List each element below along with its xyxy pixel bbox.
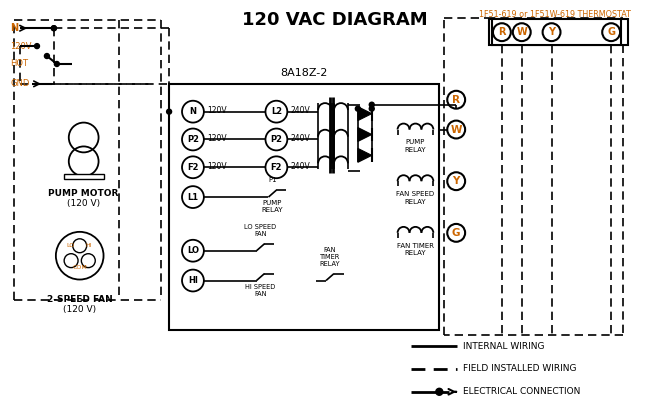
Circle shape (369, 102, 375, 107)
Text: 240V: 240V (290, 106, 310, 115)
Circle shape (355, 106, 360, 111)
Text: F2: F2 (187, 163, 199, 172)
Text: Y: Y (452, 176, 460, 186)
Polygon shape (358, 107, 372, 121)
Text: Y: Y (548, 27, 555, 37)
Text: 1F51-619 or 1F51W-619 THERMOSTAT: 1F51-619 or 1F51W-619 THERMOSTAT (478, 10, 630, 19)
Circle shape (52, 26, 56, 31)
Text: HI: HI (188, 276, 198, 285)
Text: FAN
TIMER
RELAY: FAN TIMER RELAY (320, 247, 340, 266)
Text: F2: F2 (271, 163, 282, 172)
Bar (489, 19, 628, 45)
Text: HI SPEED
FAN: HI SPEED FAN (245, 284, 275, 297)
Text: (120 V): (120 V) (63, 305, 96, 314)
Text: 120 VAC DIAGRAM: 120 VAC DIAGRAM (242, 11, 428, 29)
Text: 240V: 240V (290, 162, 310, 171)
Text: ELECTRICAL CONNECTION: ELECTRICAL CONNECTION (463, 387, 580, 396)
Text: 240V: 240V (290, 134, 310, 143)
Circle shape (436, 388, 443, 395)
Bar (492, 19, 621, 45)
Text: PUMP MOTOR: PUMP MOTOR (48, 189, 119, 198)
Text: HOT: HOT (10, 59, 28, 68)
Polygon shape (358, 148, 372, 162)
Text: FAN TIMER
RELAY: FAN TIMER RELAY (397, 243, 434, 256)
Text: P2: P2 (271, 135, 282, 144)
Text: 8A18Z-2: 8A18Z-2 (281, 68, 328, 78)
Circle shape (35, 44, 40, 49)
Circle shape (44, 54, 50, 59)
Circle shape (369, 106, 375, 111)
Circle shape (54, 62, 60, 67)
Polygon shape (358, 127, 372, 142)
Text: 120V: 120V (207, 162, 226, 171)
Text: R: R (452, 95, 460, 105)
Circle shape (52, 26, 56, 31)
Text: G: G (607, 27, 615, 37)
Text: L1: L1 (188, 193, 198, 202)
Text: 120V: 120V (10, 41, 31, 51)
Text: PUMP
RELAY: PUMP RELAY (405, 140, 426, 153)
Bar (169, 84, 440, 330)
Text: 120V: 120V (207, 134, 226, 143)
Text: FAN SPEED
RELAY: FAN SPEED RELAY (397, 191, 435, 204)
Text: HI: HI (85, 243, 92, 248)
Text: N: N (190, 107, 196, 116)
Text: 120V: 120V (207, 106, 226, 115)
Text: W: W (450, 124, 462, 134)
Text: (120 V): (120 V) (67, 199, 100, 208)
Text: P1: P1 (268, 177, 277, 183)
Text: W: W (517, 27, 527, 37)
Text: COM: COM (72, 265, 87, 270)
Text: LO: LO (187, 246, 199, 255)
Text: INTERNAL WIRING: INTERNAL WIRING (463, 341, 545, 351)
Text: L2: L2 (271, 107, 282, 116)
Text: R: R (498, 27, 506, 37)
Text: LO SPEED
FAN: LO SPEED FAN (245, 224, 277, 237)
Text: LO: LO (66, 243, 75, 248)
Text: FIELD INSTALLED WIRING: FIELD INSTALLED WIRING (463, 365, 577, 373)
Text: 2-SPEED FAN: 2-SPEED FAN (47, 295, 113, 305)
Text: PUMP
RELAY: PUMP RELAY (261, 200, 283, 213)
Text: G: G (452, 228, 460, 238)
Bar (64, 174, 104, 179)
Text: N: N (10, 23, 18, 33)
Text: P2: P2 (187, 135, 199, 144)
Text: GND: GND (10, 79, 29, 88)
Circle shape (167, 109, 172, 114)
